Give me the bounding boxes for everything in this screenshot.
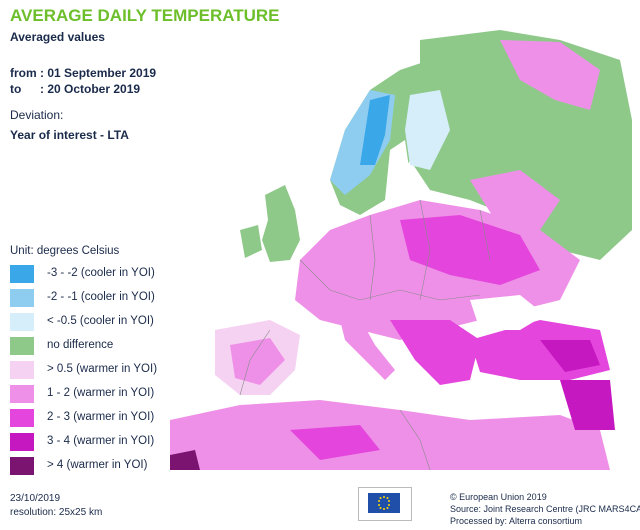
map-region-sweden-cool [360, 95, 390, 165]
map-region-morocco-hottest [170, 450, 200, 470]
deviation-value: Year of interest - LTA [10, 128, 129, 142]
legend-swatch [10, 289, 34, 307]
eu-flag-icon [368, 493, 400, 513]
map-subtitle: Averaged values [10, 30, 105, 44]
legend-label: > 0.5 (warmer in YOI) [47, 363, 158, 375]
legend-swatch [10, 361, 34, 379]
legend-label: > 4 (warmer in YOI) [47, 459, 148, 471]
map-baltic-sea [385, 140, 410, 205]
deviation-label: Deviation: [10, 108, 64, 122]
map-region-uk [262, 185, 300, 262]
map-region-turkey-hot [540, 340, 600, 372]
legend-swatch [10, 457, 34, 475]
legend-unit: Unit: degrees Celsius [10, 245, 120, 257]
from-label: from [10, 66, 37, 80]
map-region-poland-ukraine-hot [400, 215, 540, 285]
map-region-africa-hot [290, 425, 380, 460]
footer-resolution: resolution: 25x25 km [10, 507, 103, 518]
legend-label: -3 - -2 (cooler in YOI) [47, 267, 155, 279]
legend-label: 1 - 2 (warmer in YOI) [47, 387, 155, 399]
footer-source: Source: Joint Research Centre (JRC MARS4… [450, 504, 640, 514]
legend-label: 3 - 4 (warmer in YOI) [47, 435, 155, 447]
map-region-italy [340, 318, 395, 380]
map-title: AVERAGE DAILY TEMPERATURE [10, 6, 280, 25]
footer-date: 23/10/2019 [10, 493, 61, 504]
map-region-ireland [240, 225, 262, 258]
to-label: to [10, 82, 22, 96]
map-region-russia-north-warm [500, 40, 600, 110]
legend-label: -2 - -1 (cooler in YOI) [47, 291, 155, 303]
map-region-north-africa [170, 400, 610, 470]
legend-swatch [10, 433, 34, 451]
legend-label: 2 - 3 (warmer in YOI) [47, 411, 155, 423]
legend-swatch [10, 385, 34, 403]
footer-processed: Processed by: Alterra consortium [450, 516, 583, 526]
legend-swatch [10, 409, 34, 427]
footer-copyright: © European Union 2019 [450, 492, 547, 502]
legend-swatch [10, 265, 34, 283]
map-region-finland [405, 90, 450, 170]
legend-label: no difference [47, 339, 114, 351]
from-value: : 01 September 2019 [40, 66, 157, 80]
to-value: : 20 October 2019 [40, 82, 141, 96]
country-borders [239, 199, 491, 471]
legend-swatch [10, 337, 34, 355]
legend-label: < -0.5 (cooler in YOI) [47, 315, 154, 327]
map-black-sea [470, 295, 545, 330]
map-region-balkans [390, 320, 480, 385]
map-region-middle-east [560, 380, 615, 430]
map-region-spain-warm [230, 338, 285, 385]
legend-swatch [10, 313, 34, 331]
